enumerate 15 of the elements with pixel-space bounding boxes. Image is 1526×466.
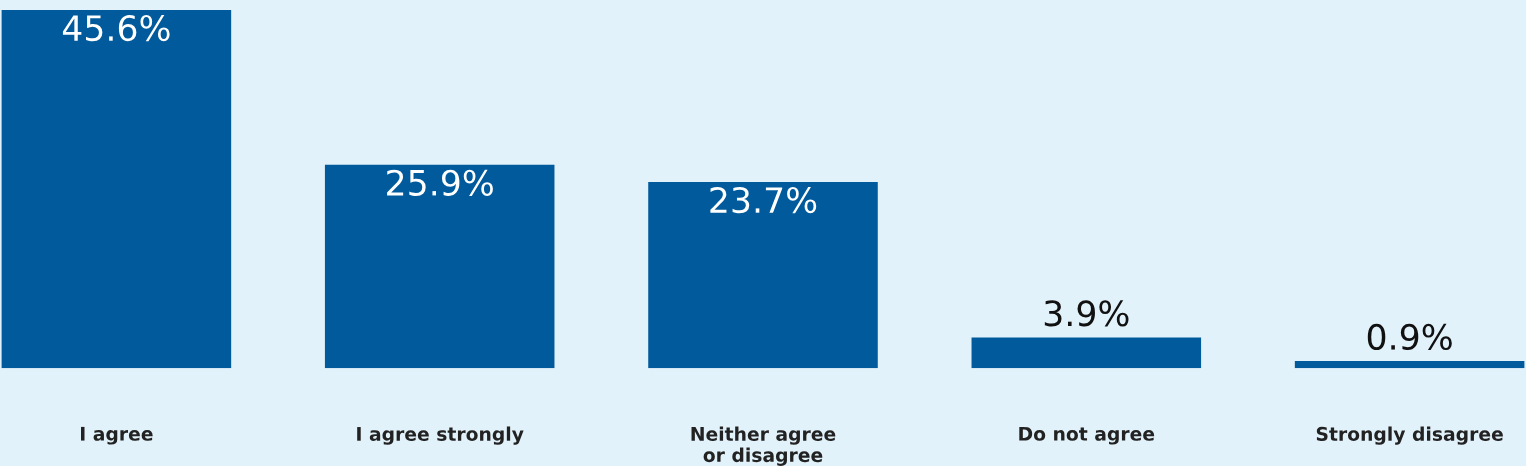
bar bbox=[1294, 361, 1525, 369]
bar bbox=[971, 337, 1202, 369]
x-tick-label: Neither agree or disagree bbox=[691, 426, 836, 466]
data-label: 0.9% bbox=[1367, 323, 1452, 351]
x-tick-label: Do not agree bbox=[1019, 426, 1155, 445]
x-tick-label: Strongly disagree bbox=[1316, 426, 1503, 445]
x-tick-label: I agree bbox=[80, 426, 153, 445]
bar bbox=[324, 164, 555, 369]
bar bbox=[1, 10, 232, 369]
bar bbox=[648, 182, 878, 369]
data-label: 45.6% bbox=[62, 14, 170, 42]
data-label: 23.7% bbox=[710, 186, 817, 214]
data-label: 25.9% bbox=[387, 169, 493, 196]
data-label: 3.9% bbox=[1044, 300, 1129, 327]
x-tick-label: I agree strongly bbox=[357, 426, 524, 445]
